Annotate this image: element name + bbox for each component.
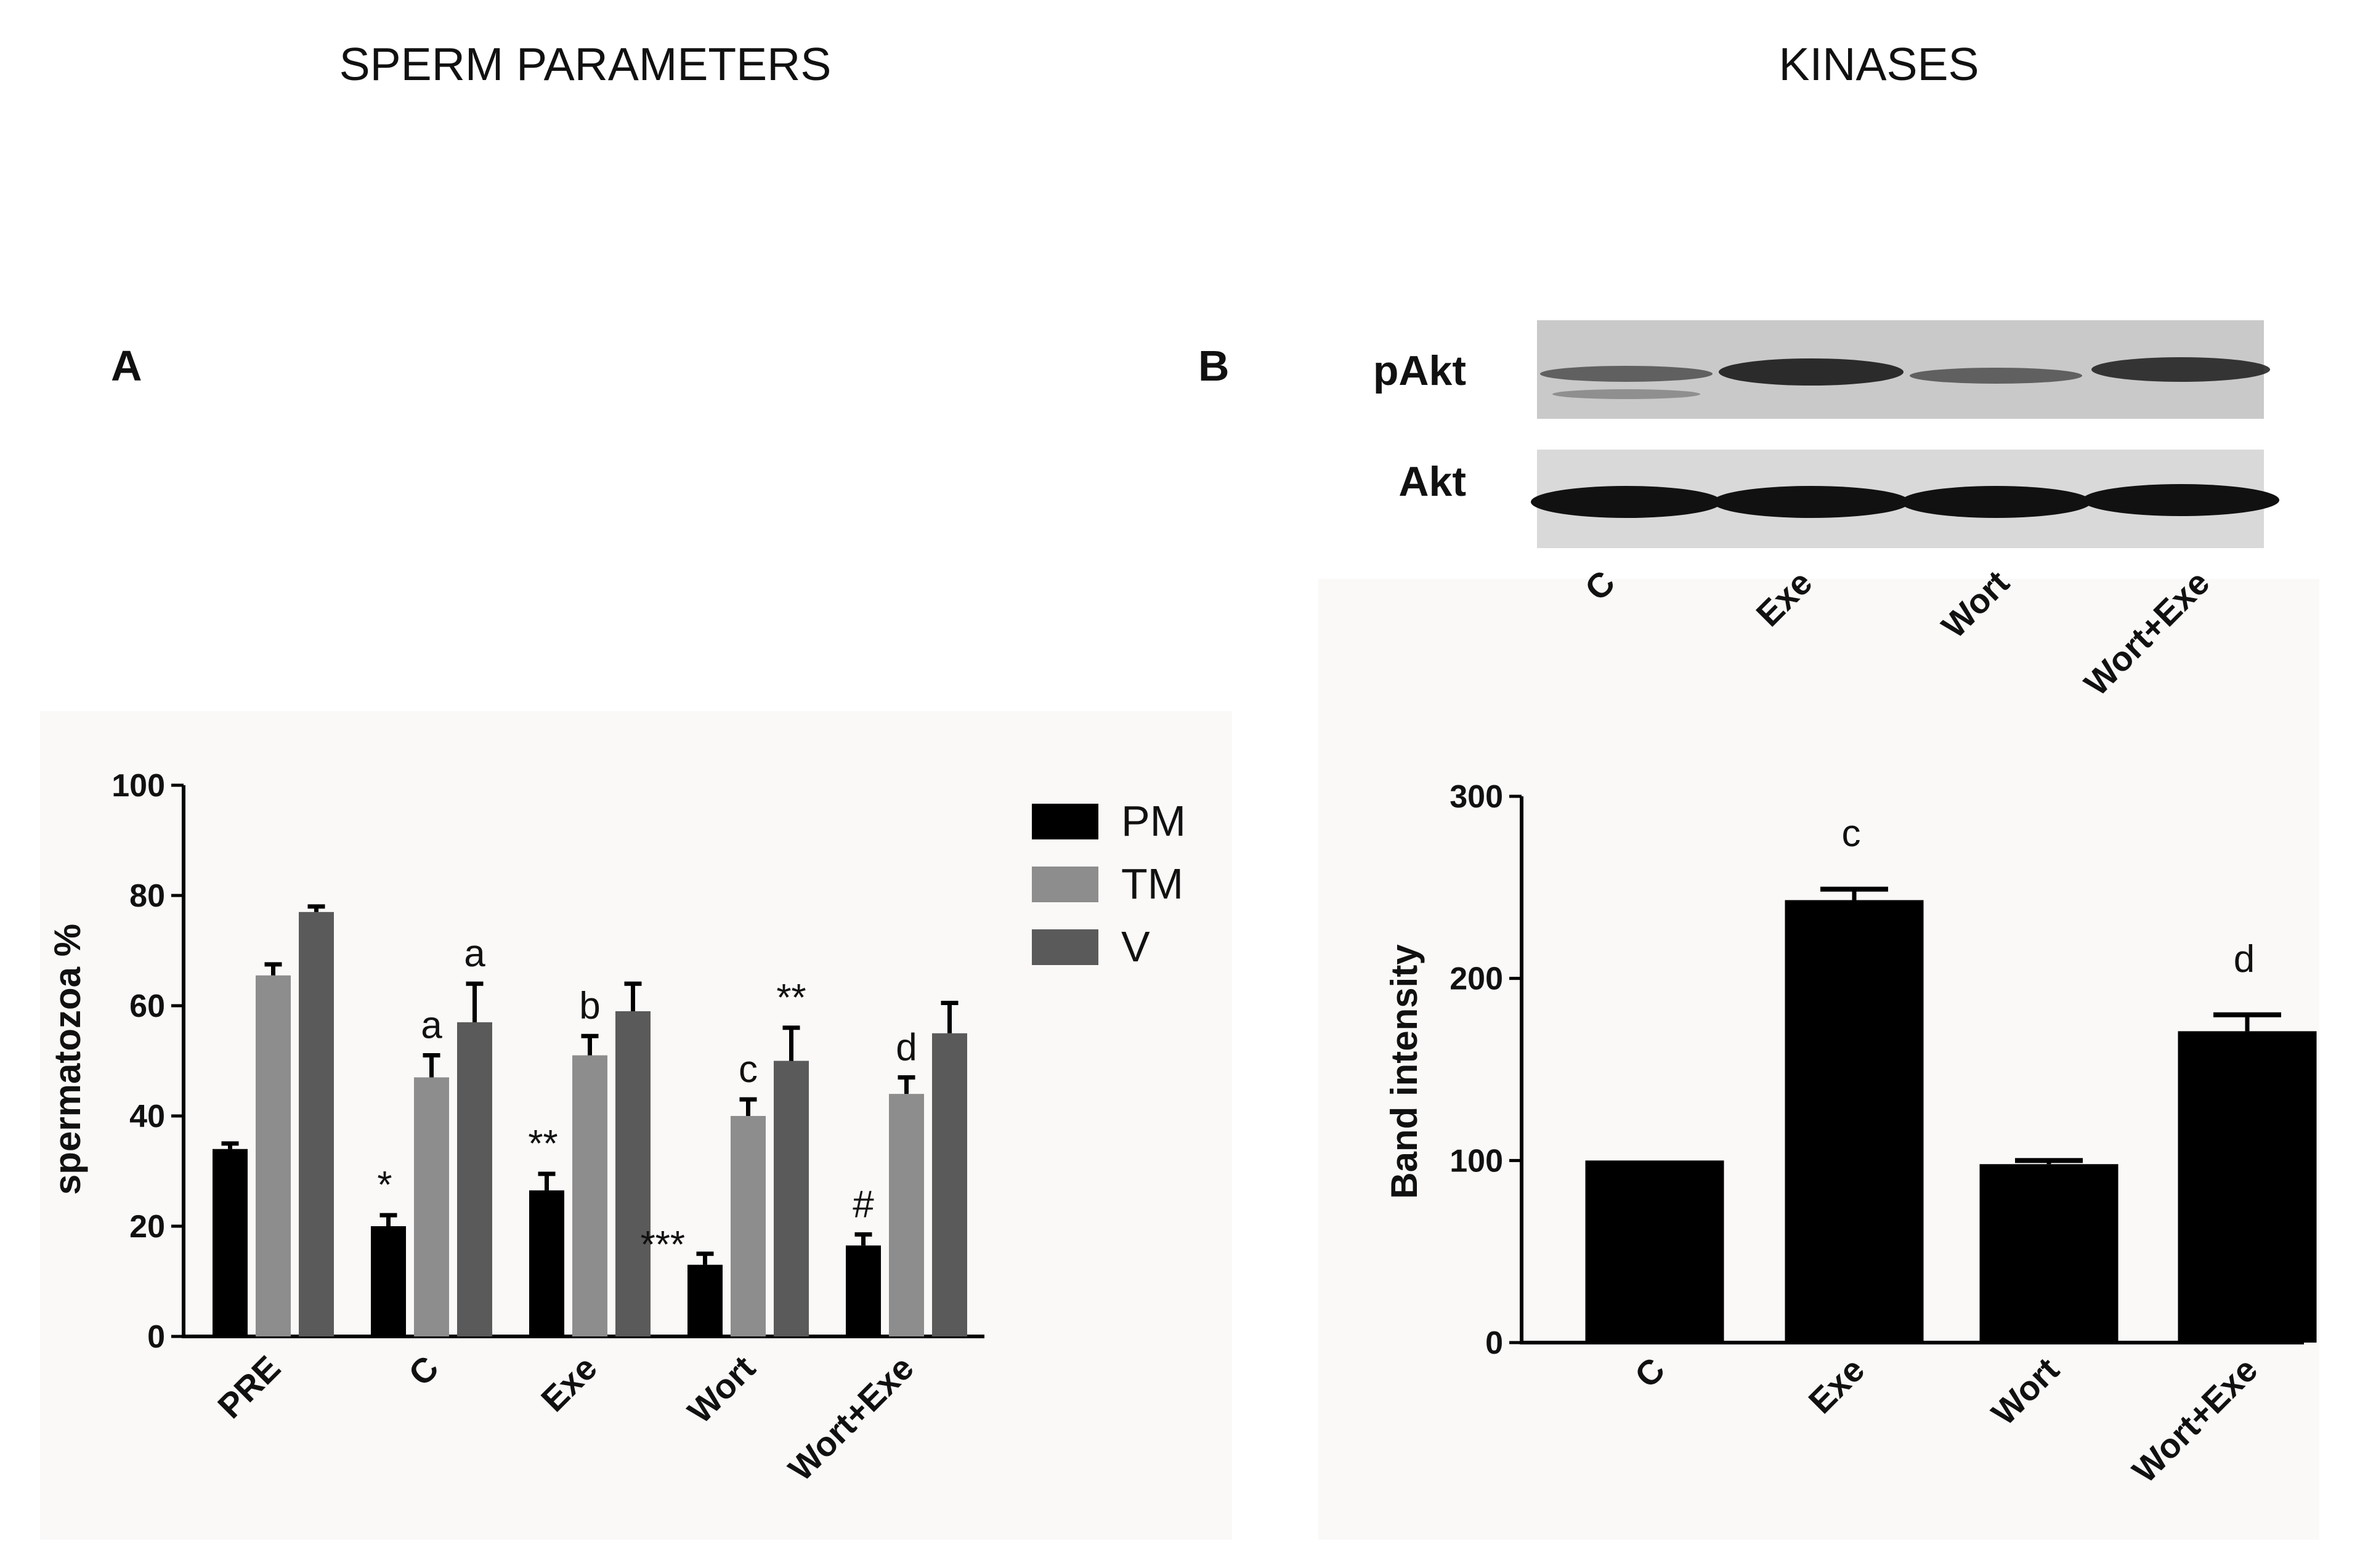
chart-a-legend-label-tm: TM [1121,860,1183,908]
chart-a-legend-swatch-tm [1032,867,1098,902]
blot-band-pakt-wort [1910,368,2082,384]
blot-row-label-pakt: pAkt [1373,347,1466,394]
chart-a-y-tick-label: 20 [129,1209,165,1245]
chart-a-bar-tm-c [414,1077,449,1336]
blot-band-akt-c [1531,486,1722,518]
chart-a-y-ticks: 0 20 40 60 80 100 [112,768,184,1355]
chart-a-annotation: d [896,1026,917,1069]
chart-a-bar-tm-wort-exe [889,1094,924,1336]
blot-band-pakt-exe [1719,358,1904,386]
blot-band-pakt-c-lower [1552,389,1700,399]
chart-a-bar-tm-exe [572,1055,607,1336]
chart-a-bars: * aa ** b *** c ** # d [213,904,967,1336]
header-kinases: KINASES [1778,38,1979,90]
chart-a-annotation: a [421,1004,442,1047]
chart-a-annotation: *** [641,1224,685,1266]
chart-b-bar-wort-exe [2178,1031,2317,1343]
chart-a-bar-pm-exe [529,1190,564,1336]
chart-a-bar-pm-c [371,1226,406,1336]
chart-a-bar-pm-wort [687,1264,723,1336]
chart-a-legend-label-pm: PM [1121,797,1186,845]
panel-label-a: A [111,342,142,390]
chart-b-bar-exe [1785,900,1924,1343]
chart-a-legend-swatch-pm [1032,804,1098,839]
blot-row-label-akt: Akt [1398,458,1466,505]
chart-a-annotation: # [853,1183,874,1226]
chart-a-bar-v-wort [774,1061,809,1336]
chart-a-legend-swatch-v [1032,929,1098,965]
chart-a-annotation: ** [528,1123,558,1165]
chart-a-legend-label-v: V [1121,923,1150,971]
header-sperm-parameters: SPERM PARAMETERS [339,38,832,90]
chart-a-annotation: ** [776,977,806,1019]
blot-band-akt-exe [1713,486,1910,518]
blot-band-akt-wort [1900,486,2091,518]
chart-b-bars: cd [1585,812,2317,1343]
chart-b-y-tick-label: 300 [1450,779,1503,815]
chart-a-legend: PM TM V [1032,797,1186,971]
chart-a-bar-tm-pre [256,975,291,1336]
blot-band-pakt-wort-exe [2091,357,2270,382]
chart-a-y-tick-label: 60 [129,988,165,1024]
chart-a-y-axis-title: spermatozoa % [47,924,88,1195]
chart-b-y-tick-label: 200 [1450,961,1503,997]
chart-a-annotation: c [739,1048,758,1091]
chart-a-y-tick-label: 40 [129,1099,165,1134]
panel-label-b: B [1198,342,1230,390]
chart-b-y-tick-label: 0 [1485,1325,1503,1361]
chart-a-bar-pm-wort-exe [846,1245,881,1336]
chart-a-sperm-parameters: spermatozoa % 0 20 40 60 80 100 * aa ** b *** c ** #… [47,768,1186,1489]
chart-a-annotation: b [579,985,600,1027]
chart-b-bar-c [1585,1160,1724,1343]
chart-b-bar-wort [1979,1164,2119,1343]
chart-b-y-tick-label: 100 [1450,1143,1503,1179]
chart-a-bar-v-wort-exe [932,1033,967,1336]
chart-b-y-axis-title: Band intensity [1384,944,1425,1199]
chart-b-annotation: d [2234,938,2255,980]
blot-band-pakt-c [1540,366,1713,382]
chart-a-annotation: a [464,932,485,975]
chart-a-bar-v-c [457,1022,492,1336]
chart-a-bar-v-exe [615,1011,651,1336]
chart-a-annotation: * [377,1164,392,1206]
chart-a-y-tick-label: 100 [112,768,165,804]
chart-a-y-tick-label: 0 [147,1319,165,1355]
chart-b-y-ticks: 0 100 200 300 [1450,779,1522,1361]
chart-b-annotation: c [1842,812,1861,855]
chart-a-bar-pm-pre [213,1149,248,1336]
chart-a-bar-tm-wort [731,1116,766,1336]
blot-band-akt-wort-exe [2082,484,2279,516]
chart-a-y-tick-label: 80 [129,878,165,914]
chart-a-bar-v-pre [299,911,334,1336]
